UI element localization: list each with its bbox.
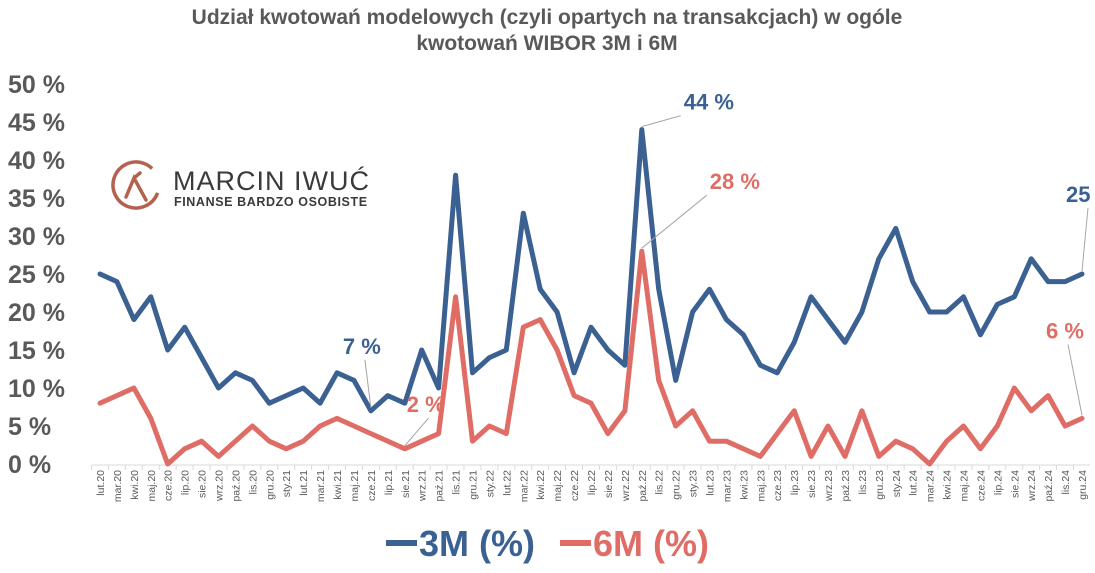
annotations: 7 % 2 % 44 % 28 % 25 % 6 % <box>343 90 1095 447</box>
x-tick-label: cze.21 <box>366 470 378 501</box>
annotation-label: 2 % <box>407 392 445 417</box>
annotation-leader-line <box>1067 344 1083 416</box>
x-tick-label: sty.23 <box>688 470 700 497</box>
x-tick-label: kwi.23 <box>738 470 750 500</box>
x-tick-label: lip.20 <box>180 470 192 495</box>
x-tick-label: sty.21 <box>281 470 293 497</box>
x-tick-label: lut.21 <box>298 470 310 496</box>
x-tick-label: sie.20 <box>197 470 209 498</box>
annotation-leader-line <box>364 359 372 408</box>
y-tick-label: 25 % <box>8 261 65 289</box>
y-tick-label: 40 % <box>8 147 65 175</box>
x-tick-label: sie.22 <box>603 470 615 498</box>
x-tick-label: lip.23 <box>789 470 801 495</box>
logo-tagline: FINANSE BARDZO OSOBISTE <box>174 195 368 209</box>
x-tick-label: mar.24 <box>925 470 937 502</box>
x-tick-label: maj.24 <box>958 470 970 502</box>
x-tick-label: cze.23 <box>772 470 784 501</box>
x-tick-label: cze.24 <box>975 470 987 501</box>
y-tick-label: 35 % <box>8 185 65 213</box>
x-tick-label: paź.21 <box>434 470 446 502</box>
y-tick-label: 5 % <box>8 413 51 441</box>
y-axis: 0 % 5 % 10 % 15 % 20 % 25 % 30 % 35 % 40 % 45 % 50… <box>8 71 65 479</box>
x-tick-label: maj.20 <box>146 470 158 502</box>
logo-circle-icon <box>111 160 161 210</box>
x-tick-label: lis.23 <box>857 470 869 495</box>
x-tick-label: lis.20 <box>247 470 259 495</box>
x-axis: lut.20 mar.20 kwi.20 maj.20 cze.20 lip.20 sie.… <box>91 465 1089 502</box>
x-tick-label: lis.21 <box>451 470 463 495</box>
x-tick-label: wrz.20 <box>214 470 226 502</box>
annotation-label: 44 % <box>684 90 734 115</box>
x-tick-label: mar.23 <box>721 470 733 502</box>
legend: 3M (%) 6M (%) <box>386 523 709 564</box>
annotation-label: 28 % <box>710 169 760 194</box>
x-tick-label: mar.22 <box>518 470 530 502</box>
x-tick-label: kwi.21 <box>332 470 344 500</box>
series-lines <box>97 127 1085 467</box>
x-tick-label: lut.20 <box>95 470 107 496</box>
annotation-leader-line <box>641 194 708 249</box>
x-tick-label: wrz.21 <box>417 470 429 502</box>
annotation-label: 6 % <box>1046 318 1084 343</box>
y-tick-label: 45 % <box>8 109 65 137</box>
x-tick-label: kwi.22 <box>535 470 547 500</box>
x-tick-label: sty.22 <box>484 470 496 497</box>
y-tick-label: 30 % <box>8 223 65 251</box>
x-tick-label: sie.24 <box>1009 470 1021 498</box>
x-tick-label: wrz.22 <box>620 470 632 502</box>
annotation-leader-line <box>641 115 681 128</box>
x-tick-label: lip.22 <box>586 470 598 495</box>
x-tick-label: maj.23 <box>755 470 767 502</box>
legend-label-6m: 6M (%) <box>593 523 709 564</box>
annotation-leader-line <box>404 417 430 447</box>
logo-chevron-icon <box>124 171 148 202</box>
x-tick-label: paź.24 <box>1043 470 1055 502</box>
x-tick-label: gru.21 <box>467 470 479 500</box>
annotation-leader-line <box>1081 207 1089 272</box>
annotation-label: 25 % <box>1066 182 1095 207</box>
x-tick-label: lip.24 <box>992 470 1004 495</box>
x-tick-label: sie.21 <box>400 470 412 498</box>
x-tick-label: lut.23 <box>705 470 717 496</box>
x-tick-label: lip.21 <box>383 470 395 495</box>
logo-name: MARCIN IWUĆ <box>173 165 370 196</box>
x-tick-label: lis.24 <box>1060 470 1072 495</box>
y-tick-label: 50 % <box>8 71 65 99</box>
x-tick-label: wrz.24 <box>1026 470 1038 502</box>
y-tick-label: 0 % <box>8 451 51 479</box>
legend-label-3m: 3M (%) <box>419 523 535 564</box>
x-tick-label: kwi.20 <box>129 470 141 500</box>
y-tick-label: 10 % <box>8 375 65 403</box>
chart-title-line1: Udział kwotowań modelowych (czyli oparty… <box>192 6 903 29</box>
x-tick-label: cze.22 <box>569 470 581 501</box>
x-tick-label: lut.22 <box>501 470 513 496</box>
x-tick-label: gru.20 <box>264 470 276 500</box>
x-tick-label: mar.20 <box>112 470 124 502</box>
x-tick-label: wrz.23 <box>823 470 835 502</box>
x-tick-label: paź.20 <box>230 470 242 502</box>
x-tick-label: gru.22 <box>671 470 683 500</box>
series-line-6m <box>97 248 1085 467</box>
x-tick-label: sie.23 <box>806 470 818 498</box>
chart-title-line2: kwotowań WIBOR 3M i 6M <box>416 32 677 55</box>
x-tick-label: mar.21 <box>315 470 327 502</box>
y-tick-label: 20 % <box>8 299 65 327</box>
x-tick-label: paź.23 <box>840 470 852 502</box>
x-tick-label: maj.21 <box>349 470 361 502</box>
y-tick-label: 15 % <box>8 337 65 365</box>
x-tick-label: kwi.24 <box>942 470 954 500</box>
x-tick-label: lis.22 <box>654 470 666 495</box>
x-tick-label: cze.20 <box>163 470 175 501</box>
annotation-label: 7 % <box>343 334 381 359</box>
x-tick-label: gru.24 <box>1077 470 1089 500</box>
x-tick-label: lut.24 <box>908 470 920 496</box>
x-tick-label: maj.22 <box>552 470 564 502</box>
logo: MARCIN IWUĆ FINANSE BARDZO OSOBISTE <box>111 160 370 210</box>
x-tick-label: sty.24 <box>891 470 903 497</box>
x-tick-label: gru.23 <box>874 470 886 500</box>
x-tick-label: paź.22 <box>637 470 649 502</box>
